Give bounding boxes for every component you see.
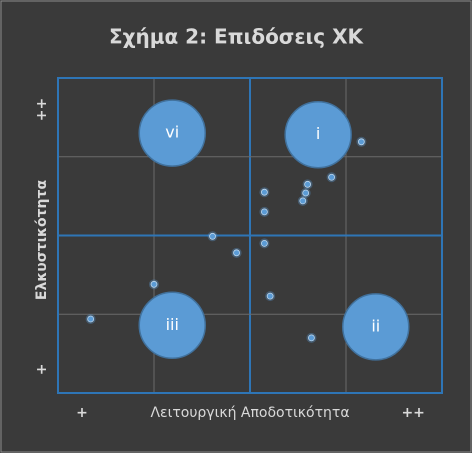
point	[357, 138, 365, 146]
bubble-label: ii	[371, 316, 380, 335]
point	[266, 292, 274, 300]
point	[150, 280, 158, 288]
point	[209, 232, 216, 240]
point	[302, 189, 310, 197]
point	[260, 239, 268, 247]
point	[304, 180, 312, 188]
bubble	[342, 293, 410, 361]
x-tick-label: ++	[401, 405, 424, 421]
point	[308, 334, 315, 342]
point	[87, 315, 95, 323]
bubble	[138, 291, 206, 360]
bubble-label: i	[316, 124, 320, 143]
y-tick-label: ++	[34, 98, 50, 121]
plot-border	[57, 77, 443, 394]
bubble-label: iii	[166, 315, 179, 334]
point	[260, 188, 268, 196]
point	[233, 249, 240, 257]
bubble	[284, 100, 352, 169]
point	[260, 208, 268, 216]
y-tick-label: +	[34, 364, 50, 376]
point	[299, 197, 307, 205]
x-tick-label: +	[76, 405, 88, 421]
bubble	[138, 99, 206, 167]
bubble-label: vi	[165, 123, 179, 142]
point	[328, 173, 336, 181]
x-axis-label: Λειτουργική Αποδοτικότητα	[150, 405, 349, 421]
y-axis-label: Ελκυστικότητα	[34, 180, 50, 301]
chart-title: Σχήμα 2: Επιδόσεις ΧΚ	[109, 25, 365, 49]
